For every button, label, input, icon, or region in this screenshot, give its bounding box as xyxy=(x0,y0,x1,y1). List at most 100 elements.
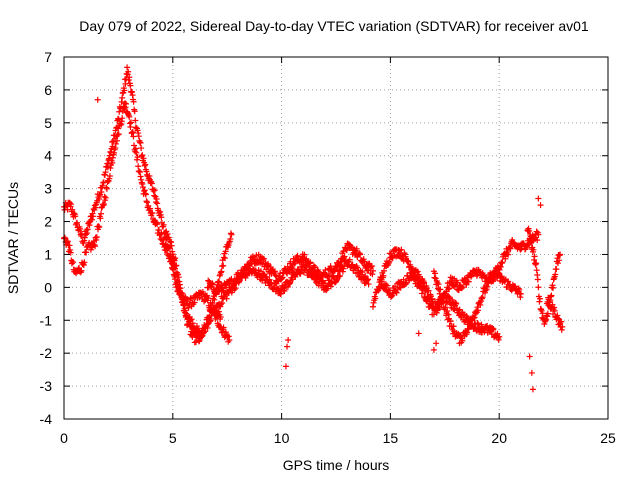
data-point xyxy=(201,298,208,305)
data-point xyxy=(526,227,533,234)
data-point xyxy=(301,251,308,258)
data-point xyxy=(557,251,564,258)
y-tick-label: 3 xyxy=(44,181,52,197)
data-point xyxy=(444,308,451,315)
data-point xyxy=(222,255,229,262)
data-point xyxy=(322,267,329,274)
data-point xyxy=(97,210,104,217)
data-point xyxy=(535,231,542,238)
data-point xyxy=(125,68,132,75)
data-point xyxy=(67,249,74,256)
data-point xyxy=(189,320,196,327)
data-point xyxy=(179,295,186,302)
data-point xyxy=(128,119,135,126)
data-point xyxy=(102,194,109,201)
data-point xyxy=(337,272,344,279)
x-axis-label: GPS time / hours xyxy=(283,457,390,473)
data-point xyxy=(533,228,540,235)
data-point xyxy=(335,273,342,280)
data-point xyxy=(77,225,84,232)
data-point xyxy=(526,353,533,360)
x-tick-label: 20 xyxy=(491,430,507,446)
data-point xyxy=(227,236,234,243)
data-point xyxy=(106,173,113,180)
y-axis-label: SDTVAR / TECUs xyxy=(5,182,21,294)
data-point xyxy=(142,161,149,168)
grid xyxy=(64,57,608,419)
data-point xyxy=(434,279,441,286)
data-point xyxy=(496,333,503,340)
data-point xyxy=(285,337,292,344)
data-point xyxy=(359,269,366,276)
data-point xyxy=(81,259,88,266)
data-point xyxy=(115,116,122,123)
data-point xyxy=(109,159,116,166)
data-point xyxy=(328,280,335,287)
data-point xyxy=(425,296,432,303)
data-point xyxy=(208,307,215,314)
y-tick-label: 5 xyxy=(44,115,52,131)
data-point xyxy=(259,277,266,284)
data-point xyxy=(552,271,559,278)
data-point xyxy=(70,259,77,266)
data-point xyxy=(84,226,91,233)
data-point xyxy=(121,87,128,94)
data-point xyxy=(220,324,227,331)
data-point xyxy=(228,231,235,238)
data-point xyxy=(465,278,472,285)
data-point xyxy=(93,234,100,241)
data-point xyxy=(505,251,512,258)
data-point xyxy=(289,276,296,283)
data-point xyxy=(528,369,535,376)
data-point xyxy=(158,214,165,221)
y-tick-label: 4 xyxy=(44,148,52,164)
data-point xyxy=(282,363,289,370)
data-point xyxy=(531,253,538,260)
data-point xyxy=(436,305,443,312)
data-point xyxy=(100,201,107,208)
data-point xyxy=(544,310,551,317)
data-point xyxy=(559,323,566,330)
data-point xyxy=(172,255,179,262)
data-point xyxy=(405,258,412,265)
data-point xyxy=(139,184,146,191)
data-point xyxy=(191,299,198,306)
data-point xyxy=(132,117,139,124)
data-point xyxy=(179,290,186,297)
data-point xyxy=(87,246,94,253)
data-point xyxy=(203,322,210,329)
data-point xyxy=(187,323,194,330)
data-point xyxy=(554,315,561,322)
plot-frame xyxy=(63,56,609,420)
data-point xyxy=(499,259,506,266)
data-point xyxy=(103,185,110,192)
data-point xyxy=(458,285,465,292)
data-point xyxy=(131,108,138,115)
data-point xyxy=(154,221,161,228)
data-point xyxy=(440,298,447,305)
data-point xyxy=(553,266,560,273)
data-point xyxy=(151,187,158,194)
data-point xyxy=(112,140,119,147)
data-point xyxy=(182,307,189,314)
data-point xyxy=(137,139,144,146)
x-tick-label: 5 xyxy=(169,430,177,446)
data-point xyxy=(168,242,175,249)
data-point xyxy=(232,285,239,292)
data-point xyxy=(130,98,137,105)
data-points xyxy=(61,64,566,393)
data-point xyxy=(115,131,122,138)
data-point xyxy=(430,346,437,353)
data-point xyxy=(114,137,121,144)
data-point xyxy=(539,310,546,317)
data-point xyxy=(154,200,161,207)
y-tick-label: -4 xyxy=(40,411,53,427)
data-point xyxy=(142,191,149,198)
data-point xyxy=(260,255,267,262)
data-point xyxy=(353,245,360,252)
data-point xyxy=(425,287,432,294)
data-point xyxy=(134,154,141,161)
data-point xyxy=(217,301,224,308)
data-point xyxy=(126,113,133,120)
